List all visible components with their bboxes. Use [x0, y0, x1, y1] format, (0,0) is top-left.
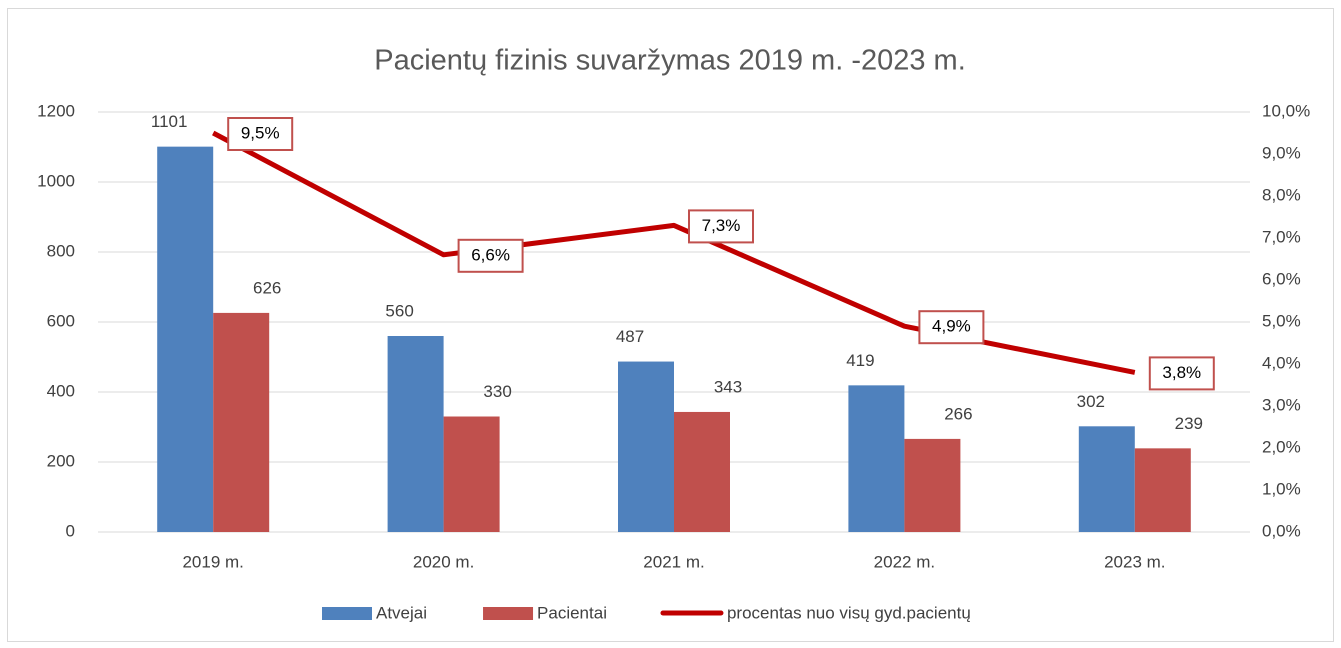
data-label-box	[1148, 356, 1215, 391]
data-label: 330	[483, 382, 511, 401]
bar	[443, 416, 500, 532]
y2-tick-label: 4,0%	[1262, 353, 1301, 372]
y-tick-label: 200	[47, 451, 75, 470]
bar	[848, 385, 905, 532]
data-label: 3,8%	[1162, 363, 1201, 382]
bar	[618, 361, 674, 532]
data-label: 626	[253, 278, 281, 297]
y2-tick-label: 5,0%	[1262, 311, 1301, 330]
x-tick-label: 2020 m.	[413, 552, 474, 571]
y-tick-label: 800	[47, 241, 75, 260]
legend-label: procentas nuo visų gyd.pacientų	[727, 603, 971, 622]
data-label: 7,3%	[702, 216, 741, 235]
data-label-box	[688, 209, 754, 244]
data-label: 302	[1077, 392, 1105, 411]
bar	[1078, 426, 1135, 532]
bar	[213, 312, 270, 532]
y-tick-label: 1200	[37, 101, 75, 120]
y2-tick-label: 3,0%	[1262, 395, 1301, 414]
legend-swatch	[322, 607, 372, 620]
data-label-box	[457, 238, 524, 273]
x-tick-label: 2022 m.	[874, 552, 935, 571]
y2-tick-label: 2,0%	[1262, 437, 1301, 456]
data-label: 487	[616, 327, 644, 346]
data-label: 4,9%	[932, 317, 971, 336]
y-tick-label: 400	[47, 381, 75, 400]
bar	[904, 438, 961, 532]
data-label: 1101	[151, 112, 188, 131]
legend-swatch	[483, 607, 534, 620]
data-label: 9,5%	[241, 123, 280, 142]
x-tick-label: 2023 m.	[1104, 552, 1165, 571]
data-label: 419	[846, 351, 874, 370]
x-tick-label: 2021 m.	[643, 552, 704, 571]
y2-tick-label: 1,0%	[1262, 479, 1301, 498]
bar	[674, 411, 730, 532]
bar	[157, 146, 214, 532]
y-tick-label: 600	[47, 311, 75, 330]
y2-tick-label: 6,0%	[1262, 269, 1301, 288]
data-label-box	[918, 310, 985, 345]
bar	[1134, 448, 1191, 532]
y2-tick-label: 0,0%	[1262, 521, 1301, 540]
chart-title: Pacientų fizinis suvaržymas 2019 m. -202…	[374, 45, 966, 77]
y2-tick-label: 8,0%	[1262, 185, 1301, 204]
x-tick-label: 2019 m.	[182, 552, 243, 571]
data-label: 266	[944, 404, 972, 423]
legend-label: Atvejai	[376, 603, 427, 622]
y2-tick-label: 9,0%	[1262, 143, 1301, 162]
legend-label: Pacientai	[537, 603, 607, 622]
bar	[387, 336, 444, 532]
data-label: 239	[1175, 414, 1203, 433]
y2-tick-label: 7,0%	[1262, 227, 1301, 246]
data-label: 560	[385, 301, 413, 320]
y-tick-label: 0	[66, 521, 75, 540]
y-tick-label: 1000	[37, 171, 75, 190]
data-label: 6,6%	[471, 245, 510, 264]
data-label-box	[227, 117, 294, 151]
data-label: 343	[714, 377, 742, 396]
y2-tick-label: 10,0%	[1262, 101, 1310, 120]
